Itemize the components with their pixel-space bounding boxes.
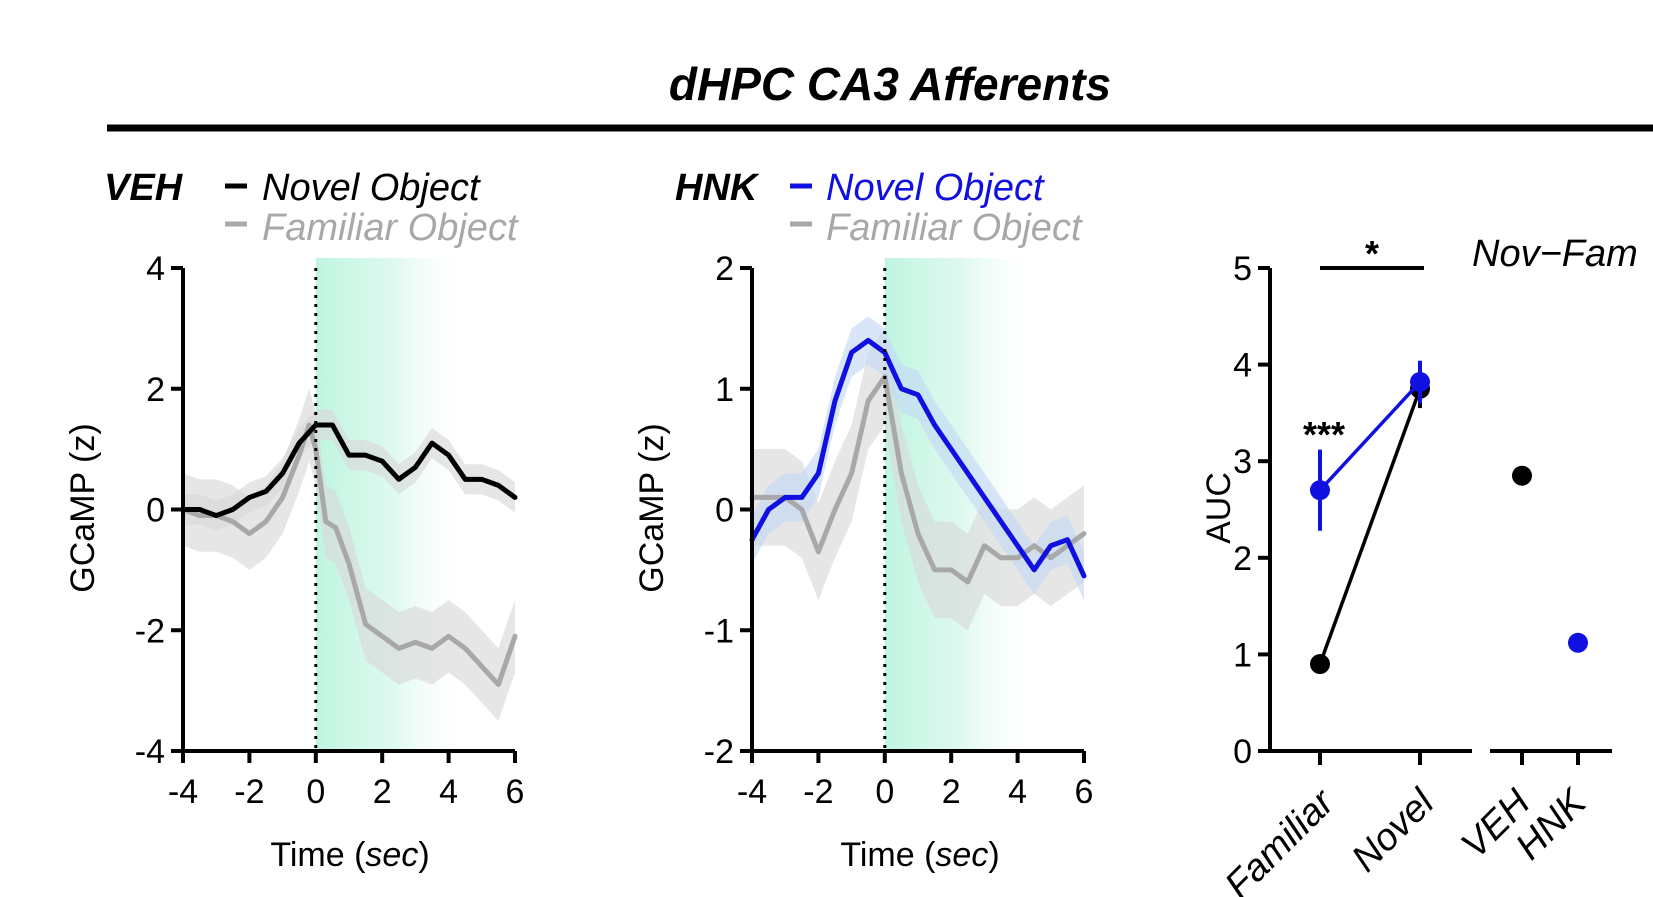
x-tick-label: 0	[306, 773, 325, 811]
legend-familiar-object: Familiar Object	[262, 207, 519, 249]
x-axis-label: Time (sec)	[840, 836, 999, 874]
auc-marks	[1310, 360, 1588, 675]
x-axis-label: Time (sec)	[270, 836, 429, 874]
trace-lines	[180, 422, 518, 688]
significance-stars-familiar: ***	[1303, 414, 1345, 455]
figure-title: dHPC CA3 Afferents	[669, 58, 1111, 110]
point-hnk-novel	[1410, 371, 1430, 392]
y-tick-label: 2	[1233, 540, 1252, 578]
x-tick-label: -2	[803, 773, 833, 811]
inset-point-veh	[1512, 465, 1532, 486]
y-tick-label: 2	[715, 250, 734, 288]
axes	[171, 266, 517, 763]
sem-bands	[183, 388, 515, 721]
inset-title: Nov−Fam	[1472, 233, 1638, 275]
y-tick-label: 1	[715, 371, 734, 409]
x-tick-label: 6	[506, 773, 525, 811]
panel-veh: VEH Novel Object Familiar Object -4 -2 0 2 4…	[64, 167, 524, 874]
trace-familiar-object	[749, 374, 1087, 585]
sem-band-novel-object	[752, 316, 1084, 601]
axes	[740, 266, 1086, 763]
y-axis-label: GCaMP (z)	[64, 423, 102, 592]
x-tick-labels: -4 -2 0 2 4 6	[168, 773, 525, 811]
x-tick-label: 0	[875, 773, 894, 811]
y-tick-label: -1	[704, 612, 734, 650]
y-axis-label: AUC	[1200, 472, 1238, 544]
x-tick-label-novel: Novel	[1344, 781, 1443, 880]
point-veh-familiar	[1310, 654, 1330, 675]
y-tick-label: 3	[1233, 443, 1252, 481]
y-tick-labels: -4 -2 0 2 4	[135, 250, 165, 771]
y-axis-label: GCaMP (z)	[633, 423, 671, 592]
trace-novel-object	[749, 337, 1087, 579]
trace-familiar-object	[180, 422, 518, 688]
y-tick-label: -2	[704, 733, 734, 771]
y-tick-label: 4	[1233, 347, 1252, 385]
connector-veh	[1318, 388, 1422, 665]
significance-star-between: *	[1365, 233, 1379, 274]
group-label-veh: VEH	[104, 167, 184, 209]
x-tick-label-hnk: HNK	[1508, 780, 1596, 868]
legend-familiar-object: Familiar Object	[826, 207, 1083, 249]
y-tick-label: 0	[1233, 733, 1252, 771]
y-tick-label: -4	[135, 733, 165, 771]
x-tick-label: -4	[168, 773, 198, 811]
panel-hnk: HNK Novel Object Familiar Object -2 -1 0 1 2…	[633, 167, 1093, 874]
connector-hnk	[1318, 380, 1422, 492]
inset-point-hnk	[1568, 632, 1588, 653]
trace-novel-object	[180, 422, 518, 519]
legend-novel-object: Novel Object	[826, 167, 1045, 209]
x-tick-label: 2	[373, 773, 392, 811]
x-tick-label: 6	[1075, 773, 1094, 811]
y-tick-labels: 0 1 2 3 4 5	[1233, 250, 1252, 771]
sem-band-novel-object	[183, 409, 515, 531]
legend-novel-object: Novel Object	[262, 167, 481, 209]
x-tick-label: 4	[1008, 773, 1027, 811]
y-tick-label: 1	[1233, 636, 1252, 674]
x-tick-label: 4	[439, 773, 458, 811]
y-tick-labels: -2 -1 0 1 2	[704, 250, 734, 771]
group-label-hnk: HNK	[675, 167, 760, 209]
x-tick-label: -4	[737, 773, 767, 811]
trace-lines	[749, 337, 1087, 585]
y-tick-label: 0	[715, 492, 734, 530]
y-tick-label: -2	[135, 612, 165, 650]
axes	[1258, 266, 1612, 765]
x-tick-label: -2	[234, 773, 264, 811]
x-tick-labels: -4 -2 0 2 4 6	[737, 773, 1094, 811]
y-tick-label: 2	[146, 371, 165, 409]
point-hnk-familiar	[1310, 480, 1330, 501]
y-tick-label: 5	[1233, 250, 1252, 288]
y-tick-label: 0	[146, 492, 165, 530]
y-tick-label: 4	[146, 250, 165, 288]
x-tick-label: 2	[942, 773, 961, 811]
sem-band-familiar-object	[183, 388, 515, 721]
x-tick-label-familiar: Familiar	[1217, 781, 1343, 897]
